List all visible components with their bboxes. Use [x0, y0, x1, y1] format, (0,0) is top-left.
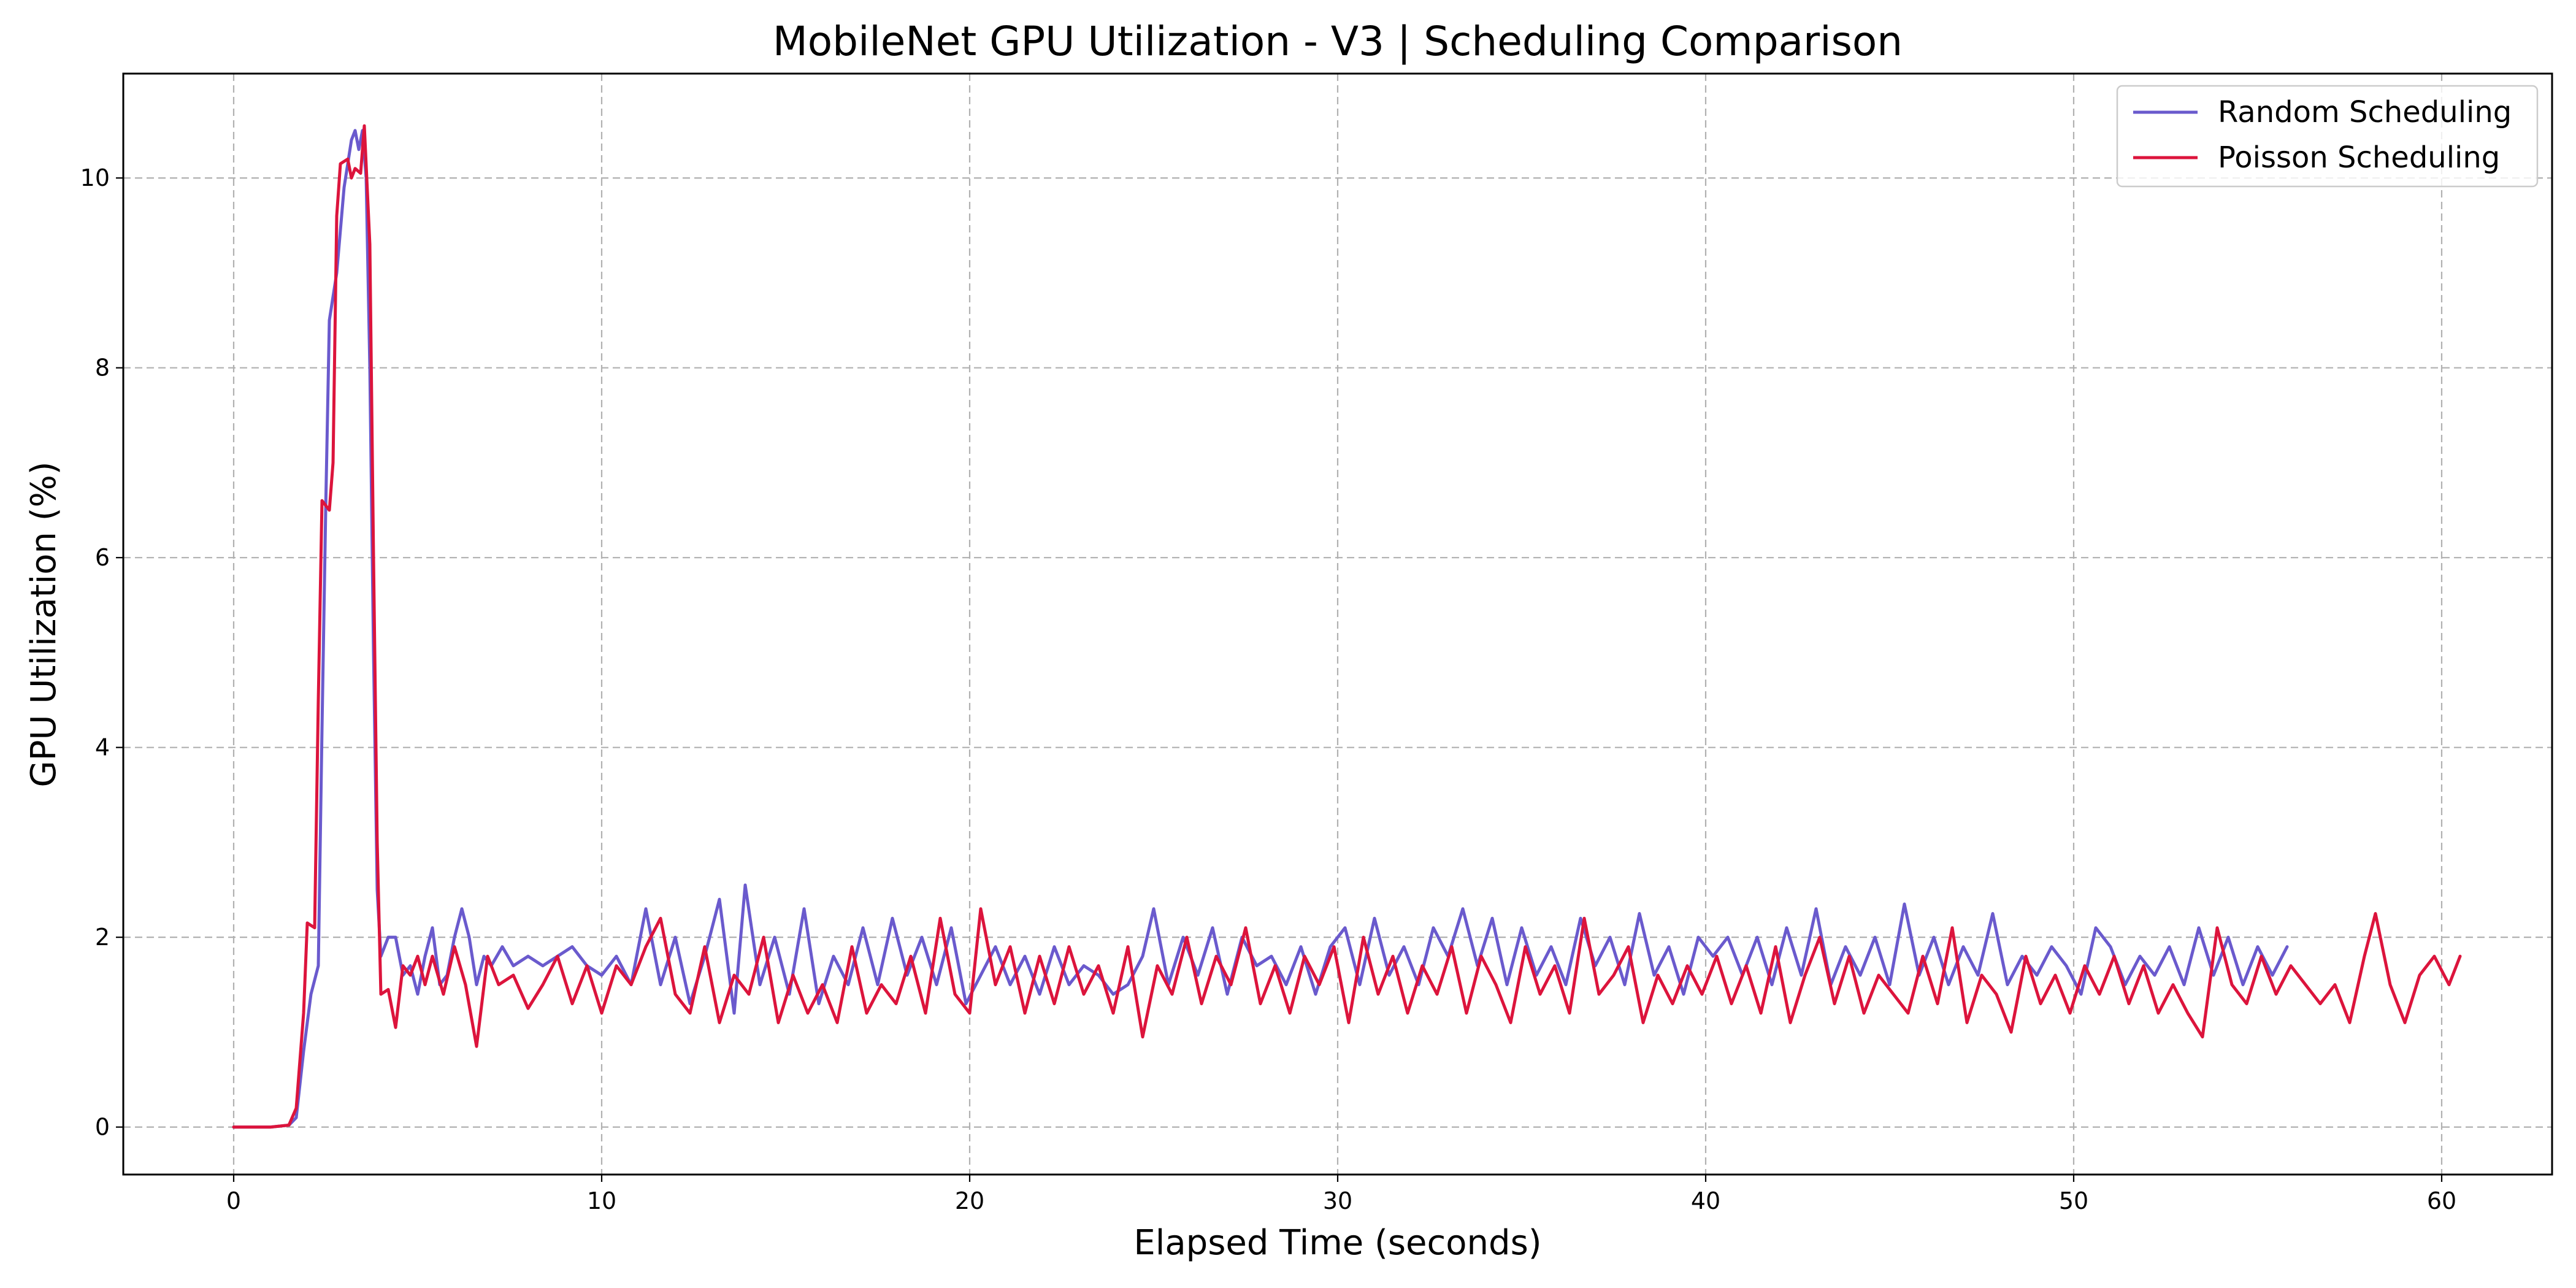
- series-line-poisson-scheduling: [232, 124, 2462, 1129]
- y-tick-label: 8: [95, 355, 110, 381]
- legend-label-poisson: Poisson Scheduling: [2218, 140, 2500, 175]
- x-tick-label: 40: [1691, 1187, 1720, 1214]
- grid: [123, 74, 2552, 1175]
- legend: Random Scheduling Poisson Scheduling: [2116, 85, 2539, 188]
- x-tick-label: 60: [2427, 1187, 2456, 1214]
- x-tick-label: 30: [1323, 1187, 1352, 1214]
- legend-label-random: Random Scheduling: [2218, 95, 2512, 129]
- y-tick-label: 6: [95, 544, 110, 571]
- axis-ticks: 0 10 20 30 40 50 60 0 2 4 6 8 10: [80, 164, 2457, 1214]
- x-tick-label: 10: [587, 1187, 616, 1214]
- x-tick-label: 50: [2059, 1187, 2088, 1214]
- y-tick-label: 4: [95, 734, 110, 761]
- x-tick-label: 0: [226, 1187, 241, 1214]
- y-tick-label: 0: [95, 1114, 110, 1141]
- y-tick-label: 10: [80, 164, 110, 191]
- x-tick-label: 20: [955, 1187, 984, 1214]
- series-layer: [232, 124, 2462, 1129]
- y-tick-label: 2: [95, 924, 110, 951]
- legend-box: [2116, 85, 2539, 188]
- x-axis-label: Elapsed Time (seconds): [1133, 1223, 1541, 1263]
- chart-title: MobileNet GPU Utilization - V3 | Schedul…: [773, 18, 1903, 65]
- y-axis-label: GPU Utilization (%): [24, 461, 64, 787]
